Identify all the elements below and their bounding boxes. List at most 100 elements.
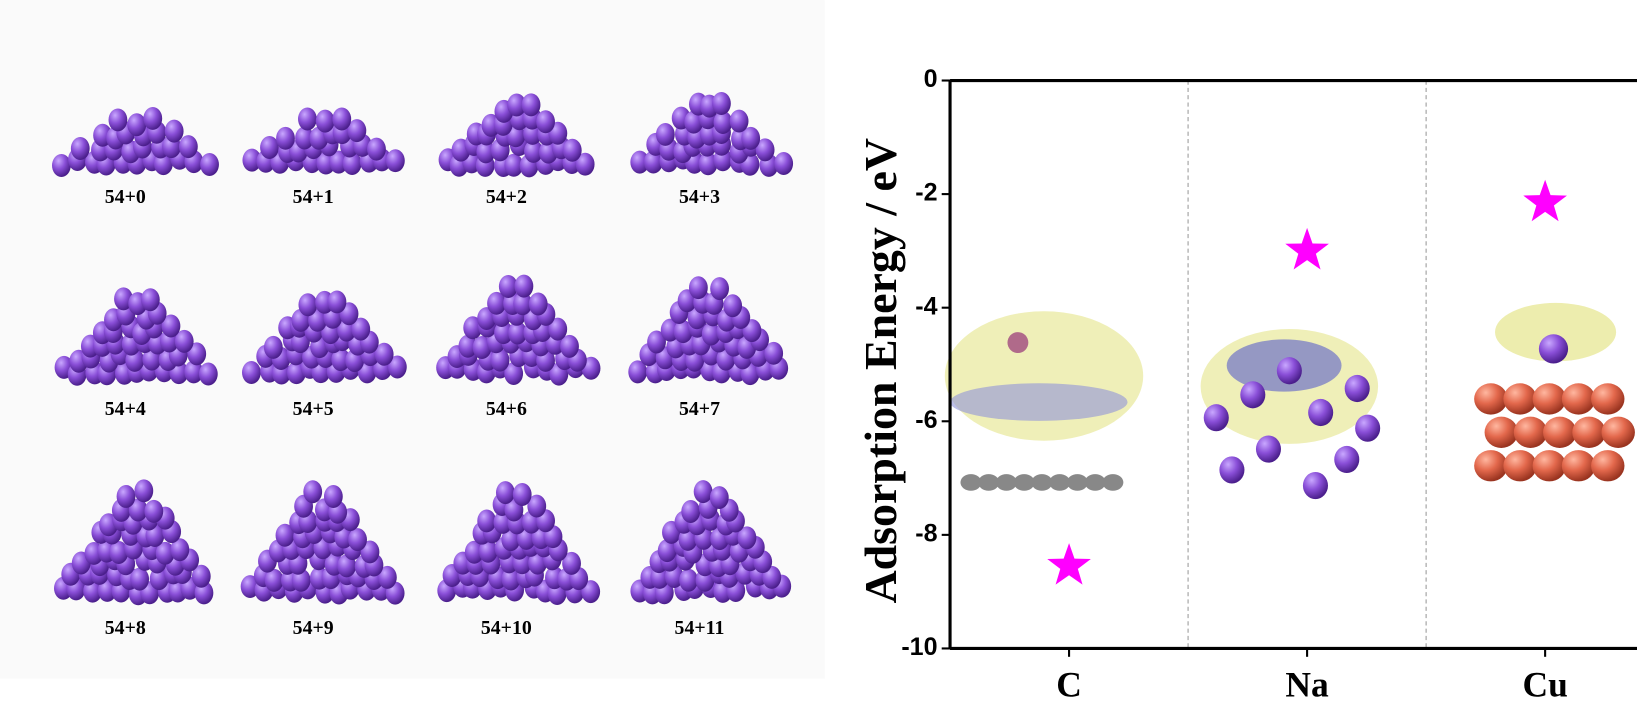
cu-atom: [1503, 383, 1536, 414]
star-marker: [1285, 228, 1329, 270]
star-marker: [1047, 543, 1091, 585]
cu-atom: [1533, 383, 1566, 414]
carbon-layer: [1049, 474, 1070, 491]
atom: [522, 93, 541, 116]
cluster-label: 54+9: [293, 617, 334, 639]
atom: [656, 123, 675, 146]
cu-atom: [1485, 417, 1518, 448]
cluster-label: 54+4: [105, 398, 146, 420]
atom: [1277, 357, 1302, 384]
atom: [1240, 381, 1265, 408]
cluster-label: 54+3: [679, 186, 720, 208]
atom: [496, 481, 515, 504]
atom: [1219, 456, 1244, 483]
atom: [134, 479, 153, 502]
atom: [679, 569, 698, 592]
page: 54+054+154+254+354+454+554+654+754+854+9…: [0, 0, 1637, 706]
y-tick-label: -6: [915, 406, 937, 434]
atom: [1334, 446, 1359, 473]
atom: [165, 120, 184, 143]
cluster-label: 54+7: [679, 398, 720, 420]
cluster-label: 54+11: [675, 617, 725, 639]
atom: [276, 127, 295, 150]
y-tick-label: -10: [901, 633, 937, 661]
atom: [332, 108, 351, 131]
carbon-layer: [978, 474, 999, 491]
atom: [298, 293, 317, 316]
cu-atom: [1533, 450, 1566, 481]
atom: [563, 139, 582, 162]
atom: [681, 500, 700, 523]
atom: [127, 113, 146, 136]
cluster-label: 54+10: [481, 617, 532, 639]
atom: [52, 154, 71, 177]
atom: [689, 276, 708, 299]
cu-atom: [1514, 417, 1547, 448]
cluster-label: 54+8: [105, 617, 146, 639]
atom: [200, 153, 219, 176]
atom: [367, 138, 386, 161]
atom: [386, 149, 405, 172]
x-tick-label: Na: [1285, 664, 1329, 704]
atom: [515, 275, 534, 298]
atom: [199, 362, 218, 385]
figure: 54+054+154+254+354+454+554+654+754+854+9…: [0, 0, 1637, 706]
atom: [1303, 472, 1328, 499]
atom: [536, 110, 555, 133]
cu-atom: [1543, 417, 1576, 448]
x-tick-label: Cu: [1522, 664, 1567, 704]
adatom: [1539, 334, 1568, 363]
cu-atom: [1572, 417, 1605, 448]
y-tick-label: -8: [915, 519, 937, 547]
atom: [242, 361, 261, 384]
cu-atom: [1474, 383, 1507, 414]
atom: [264, 336, 283, 359]
insets: [945, 300, 1635, 507]
atom: [141, 288, 160, 311]
y-tick-label: -2: [915, 179, 937, 207]
atom: [348, 528, 367, 551]
cu-atom: [1503, 450, 1536, 481]
atom: [694, 480, 713, 503]
carbon-layer: [1102, 474, 1123, 491]
cu-atom: [1591, 383, 1624, 414]
atom: [1204, 404, 1229, 431]
cluster-label: 54+5: [293, 398, 334, 420]
atom: [529, 293, 548, 316]
cluster-label: 54+6: [486, 398, 527, 420]
atom: [513, 483, 532, 506]
cu-atom: [1474, 450, 1507, 481]
atom: [1308, 399, 1333, 426]
atom: [1256, 435, 1281, 462]
atom: [710, 277, 729, 300]
atom: [143, 107, 162, 130]
cu-atom: [1562, 450, 1595, 481]
atom: [730, 110, 749, 133]
atom: [303, 480, 322, 503]
cluster-label: 54+0: [105, 186, 146, 208]
atom: [117, 485, 136, 508]
atom: [109, 108, 128, 131]
atom: [316, 110, 335, 133]
atom: [1345, 375, 1370, 402]
atom: [328, 290, 347, 313]
charge-cloud: [945, 311, 1143, 440]
atom: [710, 486, 729, 509]
atom: [260, 136, 279, 159]
y-axis-title: Adsorption Energy / eV: [855, 138, 906, 604]
atom: [712, 92, 731, 115]
atom: [179, 135, 198, 158]
cluster-label: 54+2: [486, 186, 527, 208]
x-tick-label: C: [1056, 664, 1082, 704]
charge-cloud: [950, 383, 1127, 421]
atom: [723, 294, 742, 317]
y-tick-label: 0: [924, 65, 938, 93]
atom: [1355, 415, 1380, 442]
adatom: [1007, 332, 1028, 353]
cu-atom: [1562, 383, 1595, 414]
star-marker: [1523, 180, 1567, 222]
atom: [477, 509, 496, 532]
atom: [774, 152, 793, 175]
cu-atom: [1602, 417, 1635, 448]
atom: [71, 137, 90, 160]
